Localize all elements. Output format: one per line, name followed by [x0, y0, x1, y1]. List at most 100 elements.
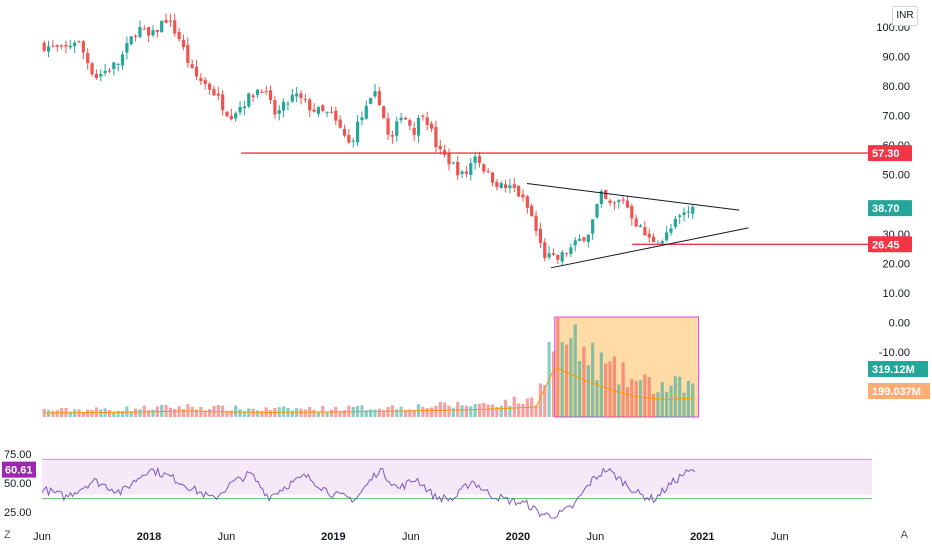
volume-bar [234, 405, 238, 417]
time-tick-label: 2018 [137, 531, 161, 543]
candle-body [164, 19, 168, 23]
volume-bar [338, 411, 342, 417]
rsi-band [42, 459, 872, 495]
volume-bar [382, 410, 386, 417]
volume-bar [560, 342, 564, 417]
candle-body [425, 117, 429, 126]
volume-bar [86, 409, 90, 417]
currency-button[interactable]: INR [892, 6, 918, 26]
volume-bar [46, 409, 51, 417]
candle-body [42, 42, 46, 51]
volume-bar [342, 409, 347, 417]
volume-ma-badge-bg [868, 383, 930, 399]
candle-body [234, 113, 238, 119]
candle-body [691, 206, 695, 214]
volume-bar [665, 391, 669, 417]
candle-body [155, 29, 159, 33]
rsi-line [41, 466, 696, 519]
candle-body [160, 20, 164, 33]
timezone-button[interactable]: Z [4, 529, 11, 541]
candle-body [369, 97, 373, 104]
candle-body [99, 74, 103, 77]
volume-bar [673, 376, 677, 417]
volume-bar [429, 407, 434, 417]
rsi-tick-label: 50.00 [4, 478, 32, 490]
candle-body [686, 211, 691, 213]
volume-bar [425, 408, 429, 417]
candle-body [299, 93, 303, 98]
candle-body [133, 35, 138, 37]
level-badge-lower-text: 26.45 [872, 239, 900, 251]
volume-bar [634, 381, 638, 417]
candle-body [225, 111, 229, 117]
rsi-current-badge: 60.61 [2, 461, 36, 478]
level-badge-lower-bg [868, 236, 912, 253]
volume-bar [669, 385, 673, 417]
candle-body [316, 107, 321, 114]
candle-body [647, 233, 651, 238]
current-price-badge-text: 38.70 [872, 203, 900, 215]
price-tick-label: 10.00 [882, 288, 910, 300]
volume-bar [329, 409, 334, 417]
candle-body [556, 254, 560, 260]
candle-body [129, 36, 133, 45]
volume-bar [255, 410, 260, 417]
rsi-current-badge-bg [2, 461, 36, 478]
volume-bar [81, 411, 85, 417]
candle-body [621, 199, 625, 201]
volume-bar [534, 405, 538, 417]
volume-bar [55, 410, 59, 417]
volume-bar [303, 409, 307, 417]
candle-body [247, 93, 251, 107]
time-tick-label: 2019 [321, 531, 345, 543]
volume-bar [577, 361, 582, 417]
volume-bar [521, 403, 525, 417]
volume-bar [573, 324, 577, 417]
candle-body [251, 95, 255, 98]
candle-body [177, 31, 181, 40]
candle-body [651, 236, 656, 243]
volume-bar [99, 409, 103, 417]
volume-bar [281, 406, 286, 417]
auto-scale-button[interactable]: A [900, 529, 908, 541]
rsi-pane[interactable]: 75.00 50.00 25.00 60.61 [2, 449, 872, 519]
candle-body [325, 112, 329, 114]
volume-bar [591, 342, 595, 417]
volume-bar [142, 405, 146, 417]
volume-bar [312, 409, 316, 417]
triangle-trendline-0 [527, 183, 740, 211]
volume-badge-text: 319.12M [872, 364, 915, 376]
candle-body [617, 200, 621, 203]
price-pane[interactable] [42, 13, 868, 269]
volume-bar [268, 410, 273, 417]
volume-bar [408, 409, 412, 417]
volume-bar [216, 404, 220, 417]
volume-bar [225, 410, 229, 417]
time-axis[interactable]: Jun 2018 Jun 2019 Jun 2020 Jun 2021 Jun [33, 531, 789, 543]
price-tick-label: 0.00 [889, 318, 910, 330]
volume-bar [260, 410, 264, 417]
price-badges: 57.30 26.45 38.70 319.12M 199.037M [868, 145, 930, 399]
volume-bar [133, 408, 138, 417]
volume-bar [321, 405, 325, 417]
candle-body [538, 228, 543, 243]
candle-body [86, 53, 90, 63]
candle-body [416, 117, 421, 136]
volume-bar [168, 407, 173, 417]
candle-body [503, 184, 508, 189]
candle-body [482, 164, 486, 172]
volume-bar [238, 409, 242, 417]
candle-body [360, 117, 364, 121]
candle-body [173, 20, 177, 34]
candle-body [460, 171, 464, 174]
candle-body [355, 121, 360, 143]
volume-bar [495, 406, 499, 417]
candle-body [103, 70, 107, 74]
candle-body [168, 20, 173, 22]
candle-body [120, 54, 125, 66]
time-tick-label: Jun [771, 531, 789, 543]
volume-bar [138, 409, 142, 417]
price-tick-label: 70.00 [882, 111, 910, 123]
volume-bar [199, 406, 203, 417]
